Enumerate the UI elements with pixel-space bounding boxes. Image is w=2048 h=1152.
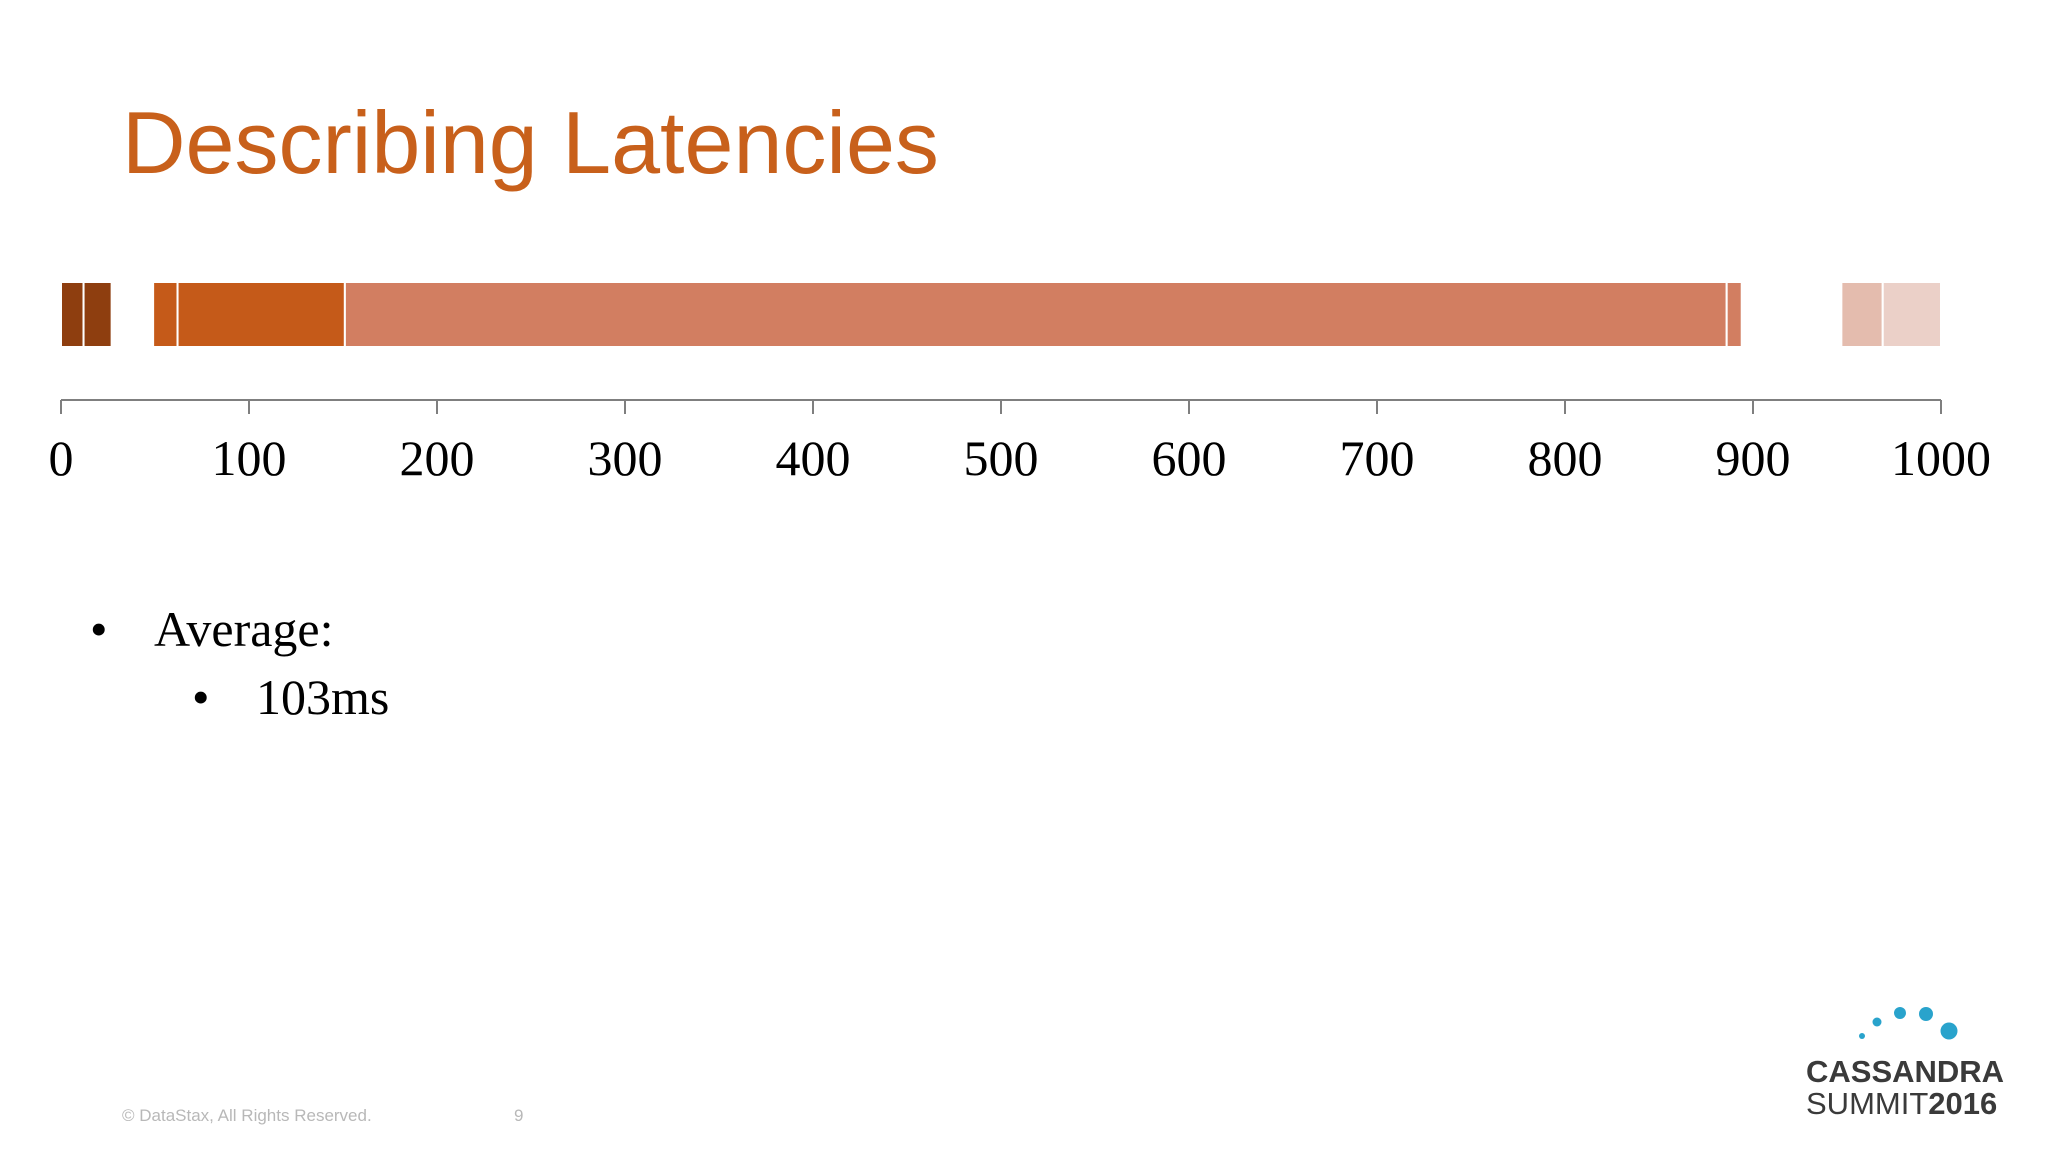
bullet-average-value: • 103ms — [192, 668, 389, 726]
bullet-average: • Average: — [90, 600, 334, 658]
x-axis-tick-label: 100 — [212, 430, 287, 486]
latency-segment — [176, 281, 346, 348]
slide-title: Describing Latencies — [122, 93, 939, 192]
bullet-marker: • — [90, 601, 108, 657]
latency-segment — [1725, 281, 1743, 348]
logo-text-year: 2016 — [1928, 1086, 1998, 1121]
x-axis-tick-label: 300 — [588, 430, 663, 486]
x-axis-ticks: 0 100 200 300 400 500 600 700 800 900 1000 — [49, 400, 1991, 486]
logo-text-summit-word: SUMMIT — [1806, 1086, 1929, 1121]
x-axis-tick-label: 200 — [400, 430, 475, 486]
latency-segment — [1840, 281, 1884, 348]
x-axis-tick-label: 700 — [1340, 430, 1415, 486]
x-axis-tick-label: 1000 — [1891, 430, 1991, 486]
latency-bars — [60, 281, 1942, 348]
bullet-average-label: Average: — [154, 601, 334, 657]
latency-segment — [152, 281, 179, 348]
latency-segment — [60, 281, 85, 348]
latency-segment — [1881, 281, 1942, 348]
footer-copyright: © DataStax, All Rights Reserved. — [122, 1106, 372, 1125]
x-axis-tick-label: 600 — [1152, 430, 1227, 486]
footer-page-number: 9 — [514, 1106, 524, 1125]
latency-segment — [82, 281, 113, 348]
x-axis-tick-label: 900 — [1716, 430, 1791, 486]
x-axis-tick-label: 500 — [964, 430, 1039, 486]
bullet-marker: • — [192, 669, 210, 725]
logo-text-cassandra: CASSANDRA — [1806, 1054, 2005, 1089]
logo-text-summit: SUMMIT2016 — [1806, 1086, 1997, 1122]
bullet-average-value-text: 103ms — [256, 669, 390, 725]
logo-dots-icon — [1859, 1007, 1958, 1040]
x-axis-tick-label: 0 — [49, 430, 74, 486]
latency-chart: 0 100 200 300 400 500 600 700 800 900 1000 — [49, 281, 1991, 486]
latency-segment — [343, 281, 1728, 348]
cassandra-summit-logo: CASSANDRA SUMMIT2016 — [1800, 1000, 2020, 1130]
x-axis-tick-label: 800 — [1528, 430, 1603, 486]
x-axis-tick-label: 400 — [776, 430, 851, 486]
latency-segment — [110, 281, 115, 348]
